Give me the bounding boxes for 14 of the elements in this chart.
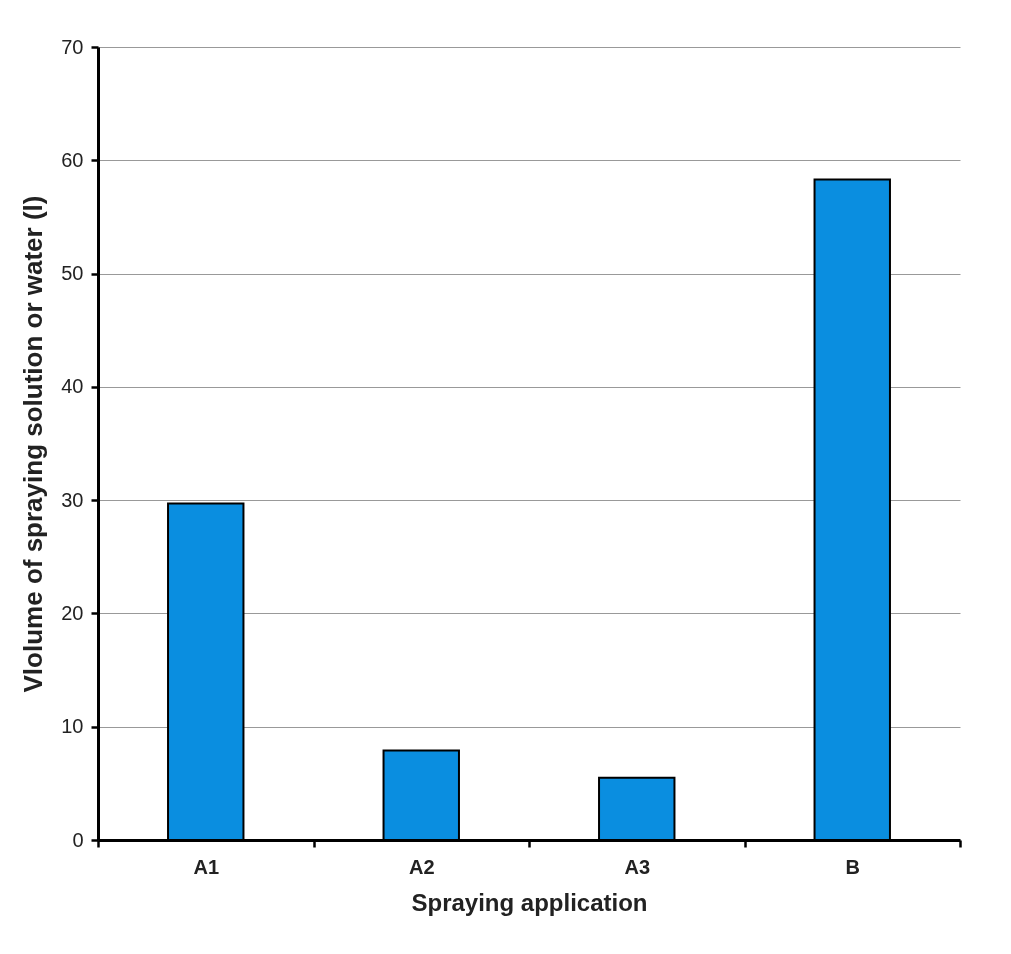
y-tick-label: 20 [61,601,84,624]
y-axis-title: Vlolume of spraying solution or water (l) [18,195,49,693]
x-tick-label: A2 [408,855,435,878]
y-tick-label: 60 [61,148,84,171]
y-tick-label: 10 [61,715,84,738]
x-tick-label: B [845,855,860,878]
y-tick-label: 70 [61,35,84,58]
y-tick-label: 30 [61,488,84,511]
y-tick-label: 0 [72,828,84,851]
x-tick-label: A1 [193,855,220,878]
y-tick-label: 40 [61,375,84,398]
x-tick-label: A3 [624,855,651,878]
x-axis-title: Spraying application [411,888,648,916]
y-tick-label: 50 [61,262,84,285]
